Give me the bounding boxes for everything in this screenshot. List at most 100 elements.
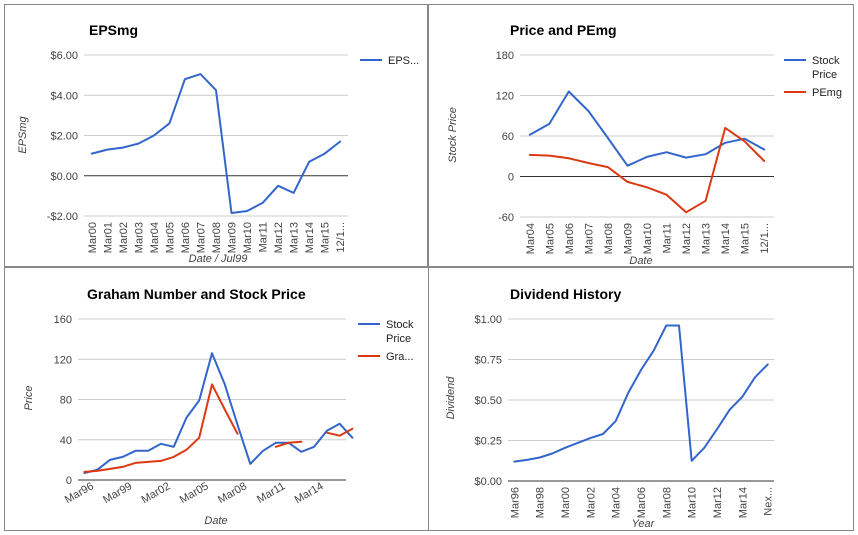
legend-label: PEmg	[812, 87, 842, 99]
data-point	[224, 408, 226, 410]
y-tick-label: $4.00	[50, 90, 78, 102]
data-point	[587, 110, 589, 112]
data-point	[526, 459, 528, 461]
data-point	[646, 186, 648, 188]
data-point	[324, 152, 326, 154]
data-point	[277, 185, 279, 187]
y-tick-label: -$2.00	[47, 211, 78, 223]
x-tick-label: Mar14	[304, 222, 316, 253]
x-tick-label: Mar14	[720, 223, 732, 254]
data-point	[587, 162, 589, 164]
data-point	[703, 447, 705, 449]
legend-label: Price	[812, 69, 837, 81]
x-tick-label: Mar04	[611, 487, 623, 518]
y-axis-title: Stock Price	[447, 107, 459, 163]
price-and-pemg-chart: Price and PEmg Stock Price Date 180 120 60…	[447, 22, 842, 266]
data-point	[292, 192, 294, 194]
series-gra-	[83, 383, 354, 473]
x-axis-title: Year	[632, 518, 656, 530]
series-eps-	[90, 73, 342, 214]
data-point	[339, 140, 341, 142]
y-tick-label: 0	[66, 475, 72, 487]
x-tick-label: Mar09	[227, 222, 239, 253]
data-point	[640, 369, 642, 371]
x-tick-label: Mar05	[178, 480, 211, 506]
series-line	[83, 352, 354, 474]
data-point	[109, 459, 111, 461]
data-point	[211, 352, 213, 354]
data-point	[230, 212, 232, 214]
data-point	[564, 447, 566, 449]
x-tick-label: Mar01	[102, 222, 114, 253]
x-tick-label: Mar11	[258, 222, 270, 252]
data-point	[313, 446, 315, 448]
series-line	[90, 73, 342, 214]
data-point	[338, 423, 340, 425]
x-tick-label: Mar05	[164, 222, 176, 253]
x-tick-label: Mar98	[535, 487, 547, 518]
dividend-history-chart: Dividend History Dividend Year $1.00 $0.7…	[445, 286, 775, 530]
data-point	[602, 433, 604, 435]
data-point	[577, 442, 579, 444]
x-tick-label: Mar13	[289, 222, 301, 253]
data-point	[568, 90, 570, 92]
x-tick-label: Mar10	[242, 222, 254, 253]
chart-title: EPSmg	[89, 22, 138, 38]
data-point	[249, 463, 251, 465]
data-point	[338, 435, 340, 437]
series-line	[528, 90, 766, 167]
data-point	[729, 409, 731, 411]
y-tick-label: -60	[498, 212, 514, 224]
x-tick-label: Mar11	[662, 223, 674, 253]
data-point	[109, 468, 111, 470]
data-point	[300, 441, 302, 443]
x-axis-title: Date	[629, 255, 652, 266]
x-tick-label: Mar12	[712, 487, 724, 518]
data-point	[185, 449, 187, 451]
y-tick-label: 40	[60, 435, 72, 447]
x-tick-label: Mar11	[255, 480, 287, 506]
data-point	[724, 142, 726, 144]
data-point	[551, 452, 553, 454]
x-tick-label: Mar08	[661, 487, 673, 518]
data-point	[704, 153, 706, 155]
x-tick-label: Mar13	[701, 223, 713, 254]
y-tick-label: 160	[54, 314, 72, 326]
x-tick-label: Mar06	[636, 487, 648, 518]
data-point	[246, 210, 248, 212]
x-tick-label: Mar12	[681, 223, 693, 254]
x-axis-title: Date / Jul99	[189, 253, 248, 265]
data-point	[626, 165, 628, 167]
data-point	[529, 134, 531, 136]
y-tick-label: 60	[502, 131, 514, 143]
x-tick-label: 12/1...	[759, 223, 771, 254]
data-point	[548, 123, 550, 125]
y-tick-label: $0.75	[474, 355, 502, 367]
data-point	[744, 140, 746, 142]
data-point	[147, 450, 149, 452]
y-tick-label: $6.00	[50, 50, 78, 62]
data-point	[685, 211, 687, 213]
data-point	[529, 154, 531, 156]
x-tick-label: Mar04	[525, 223, 537, 254]
data-point	[665, 194, 667, 196]
data-point	[211, 383, 213, 385]
data-point	[106, 148, 108, 150]
data-point	[91, 152, 93, 154]
x-tick-label: Mar15	[740, 223, 752, 254]
series-stock-price	[528, 90, 766, 167]
legend-label: Gra...	[386, 351, 414, 363]
y-tick-label: $2.00	[50, 131, 78, 143]
y-tick-label: $0.00	[474, 476, 502, 488]
series-dividend	[513, 324, 769, 463]
data-point	[184, 78, 186, 80]
data-point	[160, 443, 162, 445]
x-tick-label: Mar06	[564, 223, 576, 254]
x-tick-label: Mar07	[583, 223, 595, 254]
y-tick-label: 80	[60, 395, 72, 407]
data-point	[568, 157, 570, 159]
x-tick-label: Mar02	[118, 222, 130, 253]
data-point	[198, 399, 200, 401]
y-tick-label: $0.25	[474, 436, 502, 448]
